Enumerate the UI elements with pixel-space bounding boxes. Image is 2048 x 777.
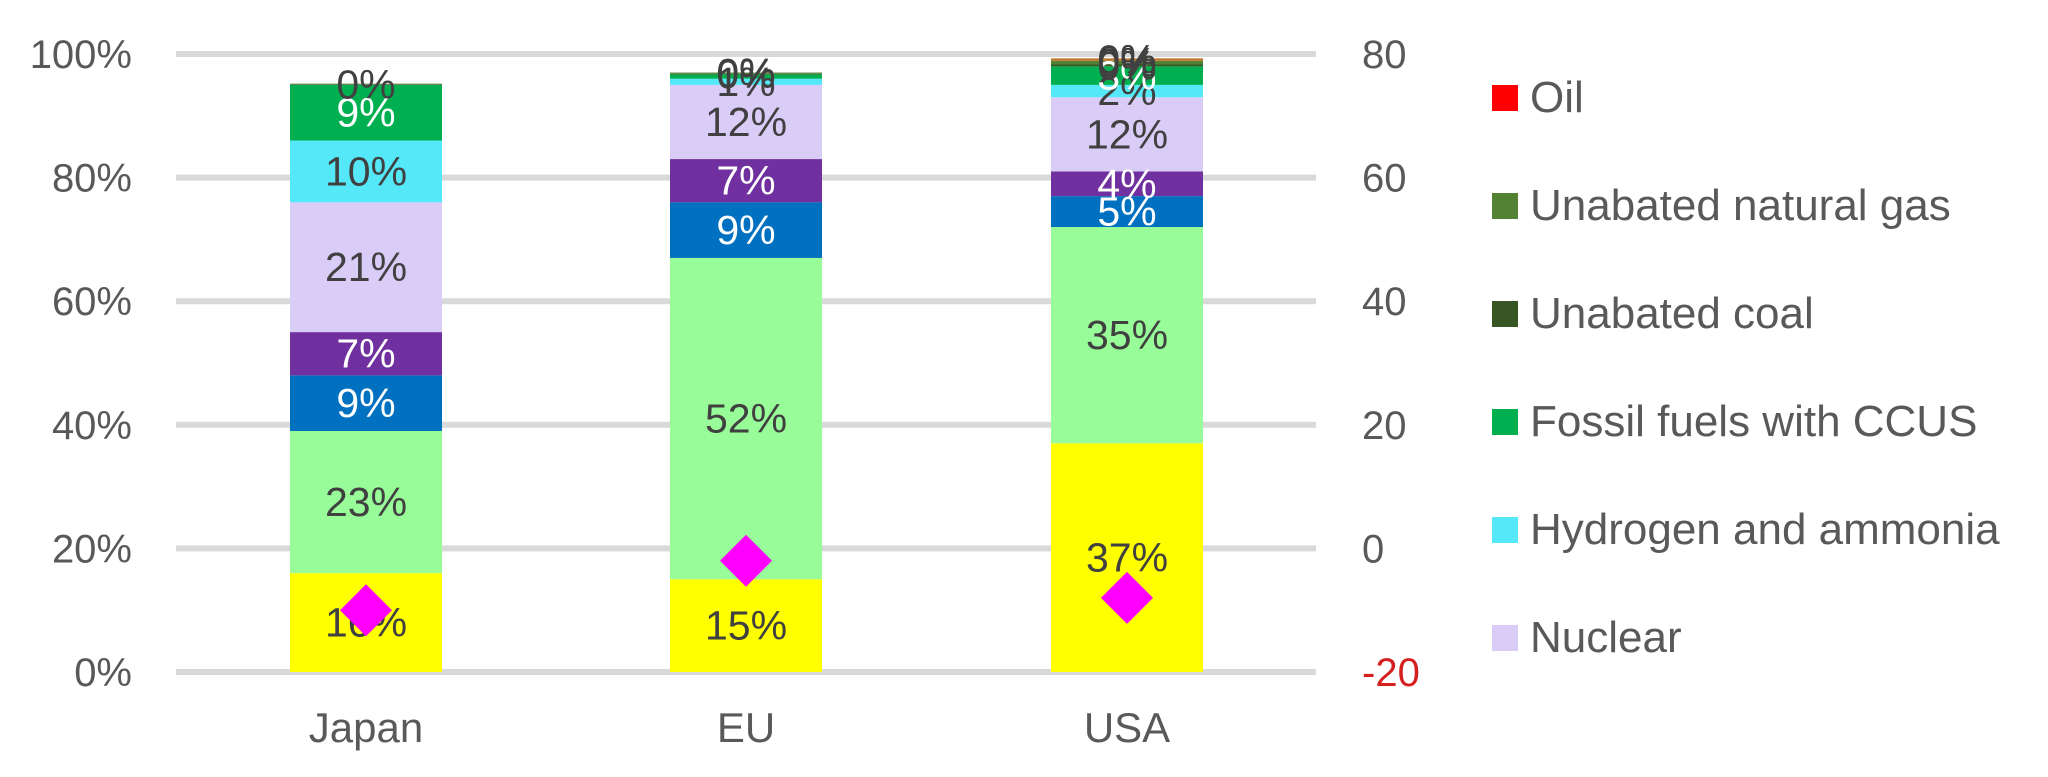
diamond-marker bbox=[340, 584, 392, 637]
bar-segment bbox=[290, 202, 442, 333]
bar-segment bbox=[1051, 171, 1203, 197]
category-label: USA bbox=[1084, 704, 1170, 751]
diamond-marker bbox=[1101, 571, 1153, 624]
legend-item: Hydrogen and ammonia bbox=[1492, 476, 2000, 584]
bar-segment bbox=[290, 84, 442, 85]
bar-segment bbox=[1051, 443, 1203, 672]
left-axis-tick-label: 40% bbox=[52, 404, 132, 448]
diamond-marker bbox=[720, 534, 772, 587]
left-axis-tick-label: 20% bbox=[52, 527, 132, 571]
data-label: 9% bbox=[336, 90, 395, 136]
data-label: 9% bbox=[716, 207, 775, 253]
bar-segment bbox=[670, 72, 822, 74]
legend-item: Oil bbox=[1492, 44, 2000, 152]
left-axis-tick-label: 80% bbox=[52, 157, 132, 201]
bar-segment bbox=[1051, 97, 1203, 172]
bars bbox=[290, 58, 1203, 672]
bar-segment bbox=[1051, 66, 1203, 85]
legend-item: Nuclear bbox=[1492, 584, 2000, 692]
legend-item: Fossil fuels with CCUS bbox=[1492, 368, 2000, 476]
data-label: 9% bbox=[336, 380, 395, 426]
right-axis-tick-label: 40 bbox=[1362, 280, 1407, 324]
data-label: 0% bbox=[1097, 42, 1156, 88]
data-label: 7% bbox=[336, 331, 395, 377]
left-axis-tick-label: 100% bbox=[30, 33, 132, 77]
segment-labels: 16%23%9%7%21%10%9%0%15%52%9%7%12%1%0%0%3… bbox=[325, 37, 1168, 649]
bar-segment bbox=[1051, 60, 1203, 65]
bar-segment bbox=[290, 430, 442, 574]
data-label: 23% bbox=[325, 479, 407, 525]
data-label: 0% bbox=[1097, 37, 1156, 83]
legend-swatch bbox=[1492, 409, 1518, 435]
bar-segment bbox=[670, 73, 822, 75]
data-label: 2% bbox=[1097, 68, 1156, 114]
bar-segment bbox=[1051, 84, 1203, 98]
data-label: 0% bbox=[716, 51, 775, 97]
bar-segment bbox=[1051, 196, 1203, 228]
legend-label: Unabated coal bbox=[1530, 289, 1814, 338]
category-label: Japan bbox=[309, 704, 423, 751]
right-axis-tick-label: 0 bbox=[1362, 527, 1384, 571]
legend-item: Unabated coal bbox=[1492, 260, 2000, 368]
data-label: 52% bbox=[705, 396, 787, 442]
right-axis-tick-label: 20 bbox=[1362, 404, 1407, 448]
legend-label: Oil bbox=[1530, 73, 1584, 122]
legend-swatch bbox=[1492, 625, 1518, 651]
data-label: 15% bbox=[705, 603, 787, 649]
legend-swatch bbox=[1492, 193, 1518, 219]
data-label: 4% bbox=[1097, 161, 1156, 207]
axes: 0% 20% 40% 60% 80% 100% -20 0 20 40 60 80 Japan EU USA bbox=[30, 33, 1420, 751]
legend: Oil Unabated natural gas Unabated coal Foss… bbox=[1492, 44, 2000, 692]
legend-item: Unabated natural gas bbox=[1492, 152, 2000, 260]
data-label: 0% bbox=[336, 62, 395, 108]
bar-segment bbox=[670, 159, 822, 203]
bar-segment bbox=[1051, 58, 1203, 61]
bar-segment bbox=[670, 74, 822, 79]
bar-segment bbox=[290, 375, 442, 431]
legend-label: Nuclear bbox=[1530, 613, 1682, 662]
legend-label: Fossil fuels with CCUS bbox=[1530, 397, 1978, 446]
bar-segment bbox=[1051, 227, 1203, 444]
bar-segment bbox=[290, 84, 442, 141]
data-label: 0% bbox=[716, 50, 775, 96]
bar-segment bbox=[670, 202, 822, 258]
left-axis-tick-label: 0% bbox=[74, 651, 132, 695]
right-axis-tick-label: 80 bbox=[1362, 33, 1407, 77]
data-label: 7% bbox=[716, 158, 775, 204]
bar-segment bbox=[670, 84, 822, 160]
data-label: 3% bbox=[1097, 53, 1156, 99]
bar-segment bbox=[670, 78, 822, 85]
bar-segment bbox=[670, 257, 822, 580]
data-label: 5% bbox=[1097, 189, 1156, 235]
category-label: EU bbox=[717, 704, 775, 751]
left-axis-tick-label: 60% bbox=[52, 280, 132, 324]
legend-label: Hydrogen and ammonia bbox=[1530, 505, 2000, 554]
legend-swatch bbox=[1492, 517, 1518, 543]
data-label: 12% bbox=[1086, 111, 1168, 157]
data-label: 35% bbox=[1086, 312, 1168, 358]
legend-label: Unabated natural gas bbox=[1530, 181, 1951, 230]
data-label: 1% bbox=[716, 59, 775, 105]
bar-segment bbox=[670, 579, 822, 672]
data-label: 12% bbox=[705, 99, 787, 145]
markers bbox=[340, 534, 1153, 637]
right-axis-tick-label: -20 bbox=[1362, 651, 1420, 695]
bar-segment bbox=[290, 332, 442, 376]
data-label: 10% bbox=[325, 148, 407, 194]
legend-swatch bbox=[1492, 85, 1518, 111]
right-axis-tick-label: 60 bbox=[1362, 157, 1407, 201]
legend-swatch bbox=[1492, 301, 1518, 327]
data-label: 21% bbox=[325, 244, 407, 290]
bar-segment bbox=[290, 140, 442, 203]
bar-segment bbox=[1051, 64, 1203, 67]
data-label: 0% bbox=[1097, 40, 1156, 86]
bar-segment bbox=[290, 83, 442, 85]
